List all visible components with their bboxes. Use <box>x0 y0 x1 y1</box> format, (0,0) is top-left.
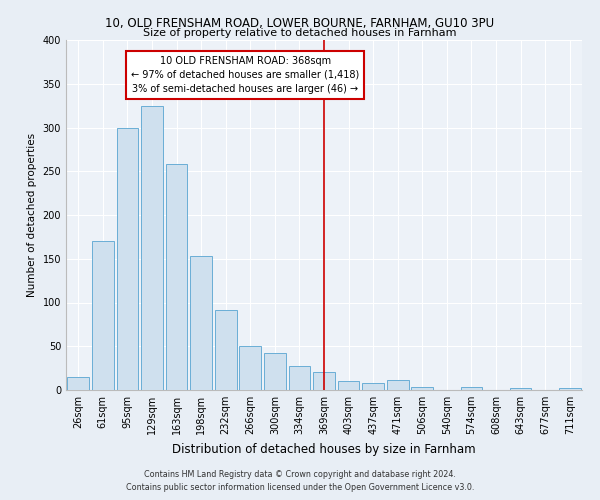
Text: Contains HM Land Registry data © Crown copyright and database right 2024.
Contai: Contains HM Land Registry data © Crown c… <box>126 470 474 492</box>
Bar <box>559 388 581 390</box>
Bar <box>264 353 286 390</box>
Bar <box>92 242 113 390</box>
Y-axis label: Number of detached properties: Number of detached properties <box>27 133 37 297</box>
Bar <box>67 377 89 390</box>
Bar <box>510 388 532 390</box>
Bar <box>362 383 384 390</box>
Text: 10 OLD FRENSHAM ROAD: 368sqm
← 97% of detached houses are smaller (1,418)
3% of : 10 OLD FRENSHAM ROAD: 368sqm ← 97% of de… <box>131 56 359 94</box>
Text: 10, OLD FRENSHAM ROAD, LOWER BOURNE, FARNHAM, GU10 3PU: 10, OLD FRENSHAM ROAD, LOWER BOURNE, FAR… <box>106 18 494 30</box>
Bar <box>166 164 187 390</box>
Bar <box>461 386 482 390</box>
Bar <box>412 388 433 390</box>
Bar <box>338 381 359 390</box>
Bar <box>239 346 261 390</box>
Text: Size of property relative to detached houses in Farnham: Size of property relative to detached ho… <box>143 28 457 38</box>
Bar <box>387 380 409 390</box>
Bar <box>141 106 163 390</box>
Bar <box>190 256 212 390</box>
Bar <box>289 366 310 390</box>
Bar <box>313 372 335 390</box>
Bar <box>215 310 236 390</box>
Bar <box>116 128 138 390</box>
X-axis label: Distribution of detached houses by size in Farnham: Distribution of detached houses by size … <box>172 442 476 456</box>
